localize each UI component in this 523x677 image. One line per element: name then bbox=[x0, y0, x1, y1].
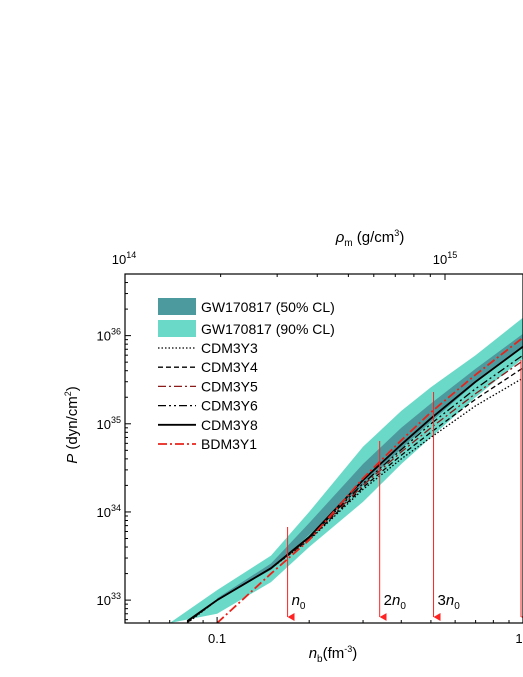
y-tick-label: 1033 bbox=[97, 591, 121, 608]
legend-label: CDM3Y4 bbox=[201, 359, 258, 375]
legend: GW170817 (50% CL) GW170817 (90% CL) CDM3Y3… bbox=[158, 298, 335, 452]
top-axis-ticks: 1014 1015 bbox=[112, 250, 457, 280]
marker-label-2: 3n0 bbox=[438, 592, 461, 612]
top-tick-label: 1014 bbox=[112, 250, 136, 267]
legend-swatch bbox=[158, 298, 196, 315]
x-tick-label: 1 bbox=[515, 631, 522, 646]
marker-label-0: n0 bbox=[292, 592, 306, 612]
x-axis-label: nb(fm-3) bbox=[309, 644, 358, 665]
series-cdm3y3 bbox=[187, 377, 523, 623]
plot-frame bbox=[124, 273, 523, 624]
legend-label: CDM3Y8 bbox=[201, 417, 258, 433]
top-tick-label: 1015 bbox=[433, 250, 457, 267]
legend-swatch bbox=[158, 320, 196, 337]
y-tick-label: 1034 bbox=[97, 503, 121, 520]
legend-label: BDM3Y1 bbox=[201, 436, 257, 452]
band-50cl bbox=[217, 333, 523, 601]
y-tick-label: 1036 bbox=[97, 327, 121, 344]
band-90cl bbox=[169, 317, 523, 623]
series-cdm3y6 bbox=[187, 354, 523, 623]
legend-label: CDM3Y3 bbox=[201, 340, 258, 356]
eos-curves bbox=[186, 336, 523, 623]
confidence-bands bbox=[169, 317, 523, 623]
series-bdm3y1 bbox=[216, 336, 523, 623]
series-cdm3y8 bbox=[186, 345, 523, 622]
legend-label: GW170817 (50% CL) bbox=[201, 299, 335, 315]
marker-label-1: 2n0 bbox=[384, 592, 407, 612]
y-tick-label: 1035 bbox=[97, 415, 121, 432]
top-axis-label: ρm (g/cm3) bbox=[335, 228, 405, 249]
legend-label: GW170817 (90% CL) bbox=[201, 321, 335, 337]
x-axis-ticks: 0.1 1 bbox=[124, 617, 523, 646]
y-axis-label: P (dyn/cm2) bbox=[63, 386, 81, 464]
x-tick-label: 0.1 bbox=[208, 631, 226, 646]
legend-label: CDM3Y6 bbox=[201, 398, 258, 414]
density-markers: n0 2n0 3n0 bbox=[287, 360, 523, 621]
legend-label: CDM3Y5 bbox=[201, 378, 258, 394]
y-axis-ticks: 1033 1034 1035 1036 bbox=[97, 282, 131, 621]
